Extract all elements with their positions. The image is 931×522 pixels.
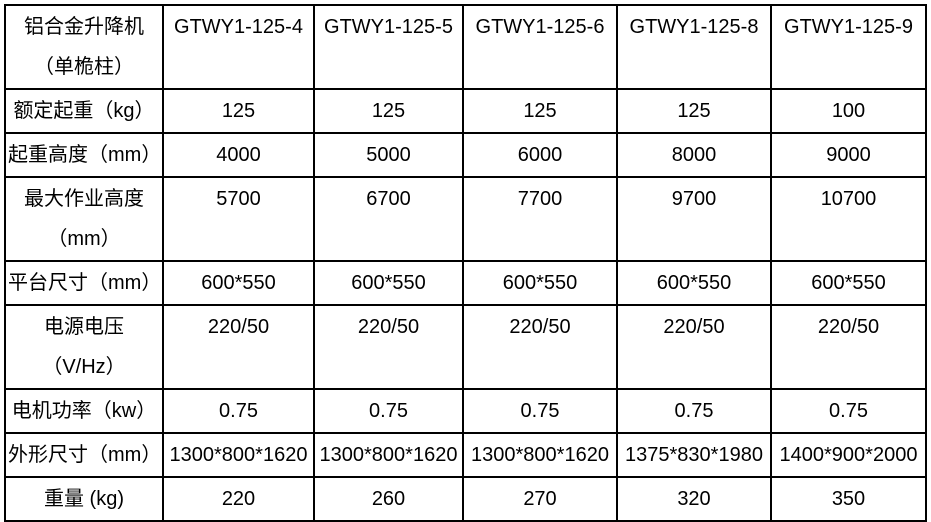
spec-row-lift-height: 起重高度（mm） 4000 5000 6000 8000 9000: [4, 132, 927, 178]
spec-row-motor-power: 电机功率（kw） 0.75 0.75 0.75 0.75 0.75: [4, 388, 927, 434]
spec-value: 220/50: [462, 304, 618, 390]
spec-value: 5700: [162, 176, 315, 262]
spec-value: 600*550: [770, 260, 927, 306]
spec-row-label: 额定起重（kg）: [4, 88, 164, 134]
spec-value: 9700: [616, 176, 772, 262]
spec-value: 6000: [462, 132, 618, 178]
spec-value: 5000: [313, 132, 464, 178]
spec-value: 125: [162, 88, 315, 134]
spec-row-power-voltage: 电源电压（V/Hz） 220/50 220/50 220/50 220/50 2…: [4, 304, 927, 390]
model-header: GTWY1-125-6: [462, 4, 618, 90]
spec-value: 0.75: [770, 388, 927, 434]
spec-value: 0.75: [462, 388, 618, 434]
spec-value: 600*550: [313, 260, 464, 306]
spec-value: 7700: [462, 176, 618, 262]
spec-value: 1300*800*1620: [462, 432, 618, 478]
spec-value: 1400*900*2000: [770, 432, 927, 478]
spec-value: 0.75: [313, 388, 464, 434]
spec-value: 1375*830*1980: [616, 432, 772, 478]
product-spec-table: 铝合金升降机 （单桅柱） GTWY1-125-4 GTWY1-125-5 GTW…: [4, 4, 927, 522]
model-header: GTWY1-125-8: [616, 4, 772, 90]
spec-row-weight: 重量 (kg) 220 260 270 320 350: [4, 476, 927, 522]
spec-row-label: 最大作业高度 （mm）: [4, 176, 164, 262]
spec-row-label: 电源电压（V/Hz）: [4, 304, 164, 390]
spec-value: 125: [616, 88, 772, 134]
spec-value: 270: [462, 476, 618, 522]
spec-value: 1300*800*1620: [313, 432, 464, 478]
model-header: GTWY1-125-9: [770, 4, 927, 90]
spec-value: 220/50: [770, 304, 927, 390]
spec-value: 8000: [616, 132, 772, 178]
spec-value: 1300*800*1620: [162, 432, 315, 478]
spec-row-max-working-height: 最大作业高度 （mm） 5700 6700 7700 9700 10700: [4, 176, 927, 262]
model-header: GTWY1-125-5: [313, 4, 464, 90]
spec-row-label: 平台尺寸（mm）: [4, 260, 164, 306]
spec-value: 9000: [770, 132, 927, 178]
spec-row-label: 电机功率（kw）: [4, 388, 164, 434]
spec-value: 350: [770, 476, 927, 522]
spec-value: 4000: [162, 132, 315, 178]
header-row: 铝合金升降机 （单桅柱） GTWY1-125-4 GTWY1-125-5 GTW…: [4, 4, 927, 90]
model-header: GTWY1-125-4: [162, 4, 315, 90]
spec-row-overall-size: 外形尺寸（mm） 1300*800*1620 1300*800*1620 130…: [4, 432, 927, 478]
spec-value: 320: [616, 476, 772, 522]
spec-value: 600*550: [616, 260, 772, 306]
spec-row-platform-size: 平台尺寸（mm） 600*550 600*550 600*550 600*550…: [4, 260, 927, 306]
spec-value: 260: [313, 476, 464, 522]
spec-value: 220: [162, 476, 315, 522]
spec-row-label: 重量 (kg): [4, 476, 164, 522]
spec-row-label: 起重高度（mm）: [4, 132, 164, 178]
spec-value: 6700: [313, 176, 464, 262]
spec-value: 10700: [770, 176, 927, 262]
spec-value: 220/50: [313, 304, 464, 390]
table-corner-title: 铝合金升降机 （单桅柱）: [4, 4, 164, 90]
spec-value: 600*550: [462, 260, 618, 306]
spec-value: 0.75: [162, 388, 315, 434]
spec-value: 100: [770, 88, 927, 134]
spec-value: 125: [462, 88, 618, 134]
spec-row-label: 外形尺寸（mm）: [4, 432, 164, 478]
spec-value: 0.75: [616, 388, 772, 434]
spec-row-rated-load: 额定起重（kg） 125 125 125 125 100: [4, 88, 927, 134]
spec-value: 220/50: [162, 304, 315, 390]
spec-value: 600*550: [162, 260, 315, 306]
spec-value: 125: [313, 88, 464, 134]
spec-value: 220/50: [616, 304, 772, 390]
